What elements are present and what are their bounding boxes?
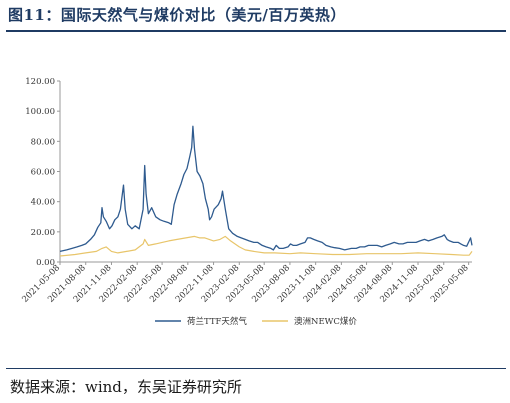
legend-label-0: 荷兰TTF天然气: [187, 316, 247, 327]
source-divider: [6, 368, 506, 369]
figure-title: 图11：国际天然气与煤价对比（美元/百万英热）: [8, 6, 346, 24]
series-line-0: [59, 125, 473, 253]
y-tick-label: 0.00: [36, 258, 55, 268]
y-tick-label: 100.00: [25, 107, 55, 117]
y-tick-label: 40.00: [31, 198, 55, 208]
y-tick-label: 80.00: [31, 137, 55, 147]
source-note: 数据来源：wind，东吴证券研究所: [10, 378, 242, 396]
chart-legend: 荷兰TTF天然气 澳洲NEWC煤价: [155, 316, 357, 327]
series-line-1: [59, 235, 473, 257]
y-axis: 0.00 20.00 40.00 60.00 80.00 100.00 120.00: [25, 77, 61, 268]
y-tick-label: 20.00: [31, 228, 55, 238]
x-axis: 2021-05-082021-08-082021-11-082022-02-08…: [20, 261, 472, 305]
y-tick-label: 60.00: [31, 168, 55, 178]
y-tick-label: 120.00: [25, 77, 55, 87]
series-layer: [59, 125, 473, 257]
title-divider: [6, 30, 506, 32]
legend-label-1: 澳洲NEWC煤价: [294, 316, 357, 327]
